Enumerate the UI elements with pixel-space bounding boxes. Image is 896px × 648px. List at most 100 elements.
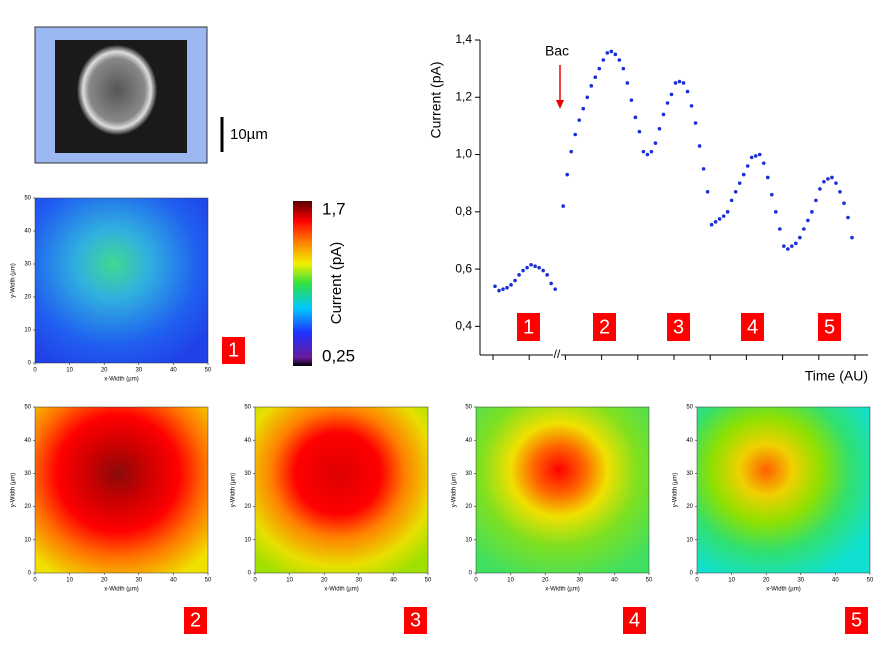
point xyxy=(814,198,818,203)
point xyxy=(749,155,754,160)
y-tick-label: 30 xyxy=(465,471,472,477)
point xyxy=(669,92,674,97)
point xyxy=(834,181,838,185)
point xyxy=(625,81,630,85)
point xyxy=(689,104,694,108)
y-tick-label: 10 xyxy=(24,328,31,334)
point xyxy=(745,164,750,168)
x-tick-label: 0 xyxy=(33,368,37,374)
point xyxy=(537,265,541,270)
point xyxy=(850,235,854,240)
y-tick-label: 40 xyxy=(686,438,693,444)
heatmap xyxy=(696,406,871,574)
x-axis-label: x-Width (µm) xyxy=(324,587,358,593)
point xyxy=(761,161,766,165)
point xyxy=(753,154,758,158)
x-tick-label: 10 xyxy=(286,578,293,584)
point xyxy=(497,288,501,293)
point xyxy=(601,58,606,62)
point xyxy=(513,278,517,283)
point xyxy=(725,210,730,214)
point xyxy=(517,273,521,277)
point xyxy=(621,66,626,71)
y-tick-label: 0 xyxy=(28,361,32,367)
segment-label-box xyxy=(818,313,841,341)
point xyxy=(501,287,505,291)
point xyxy=(597,66,602,71)
x-tick-label: 50 xyxy=(425,578,432,584)
point xyxy=(810,210,814,214)
point xyxy=(569,149,574,154)
panel-number: 2 xyxy=(190,609,201,631)
y-tick-label: 1,4 xyxy=(455,32,472,46)
y-tick-label: 0,8 xyxy=(455,204,472,218)
point xyxy=(769,192,774,197)
y-tick-label: 0 xyxy=(469,571,473,577)
point xyxy=(697,144,702,148)
point xyxy=(593,75,598,80)
point xyxy=(493,284,497,289)
point xyxy=(617,58,622,62)
segment-label: 2 xyxy=(599,316,610,338)
y-tick-label: 0 xyxy=(690,571,694,577)
point xyxy=(673,81,678,85)
segment-label-box xyxy=(593,313,616,341)
y-tick-label: 0 xyxy=(28,571,32,577)
point xyxy=(521,268,525,273)
y-axis-label: y-Width (µm) xyxy=(673,473,679,507)
x-tick-label: 30 xyxy=(576,578,583,584)
point xyxy=(721,214,726,218)
point xyxy=(681,81,686,85)
y-tick-label: 30 xyxy=(244,471,251,477)
x-axis-label: x-Width (µm) xyxy=(766,587,800,593)
colorbar-max: 1,7 xyxy=(322,199,346,218)
x-tick-label: 10 xyxy=(66,368,73,374)
panel-number: 1 xyxy=(228,339,239,361)
x-tick-label: 20 xyxy=(101,368,108,374)
heatmap xyxy=(254,406,429,574)
point xyxy=(773,210,778,214)
point xyxy=(505,285,509,290)
x-axis-label: x-Width (µm) xyxy=(104,587,138,593)
x-tick-label: 0 xyxy=(33,578,37,584)
x-tick-label: 40 xyxy=(832,578,839,584)
y-tick-label: 50 xyxy=(24,196,31,202)
point xyxy=(733,189,738,194)
y-tick-label: 1,0 xyxy=(455,147,472,161)
point xyxy=(561,204,565,208)
x-tick-label: 40 xyxy=(611,578,618,584)
y-tick-label: 10 xyxy=(24,537,31,543)
point xyxy=(842,201,846,206)
x-tick-label: 20 xyxy=(321,578,328,584)
x-axis-label: Time (AU) xyxy=(805,368,868,384)
point xyxy=(782,244,786,248)
y-tick-label: 40 xyxy=(24,438,31,444)
panel-number-box xyxy=(222,337,245,364)
annotation: Bac xyxy=(545,43,569,59)
x-tick-label: 40 xyxy=(170,368,177,374)
x-tick-label: 20 xyxy=(542,578,549,584)
y-tick-label: 30 xyxy=(24,262,31,268)
point xyxy=(818,187,822,191)
x-tick-label: 20 xyxy=(101,578,108,584)
point xyxy=(565,172,570,177)
point xyxy=(645,152,650,157)
point xyxy=(846,215,850,220)
heatmap xyxy=(475,406,650,574)
segment-label: 5 xyxy=(824,316,835,338)
point xyxy=(701,167,706,171)
x-tick-label: 0 xyxy=(474,578,478,584)
point xyxy=(649,149,654,154)
segment-label-box xyxy=(517,313,540,341)
point xyxy=(709,222,714,227)
point xyxy=(713,220,718,224)
panel-number: 4 xyxy=(629,609,640,631)
point xyxy=(665,101,670,105)
segment-label: 3 xyxy=(673,316,684,338)
annotation-arrowhead xyxy=(556,100,564,109)
point xyxy=(529,262,533,267)
point xyxy=(777,227,782,231)
point xyxy=(798,235,802,240)
point xyxy=(629,98,634,102)
